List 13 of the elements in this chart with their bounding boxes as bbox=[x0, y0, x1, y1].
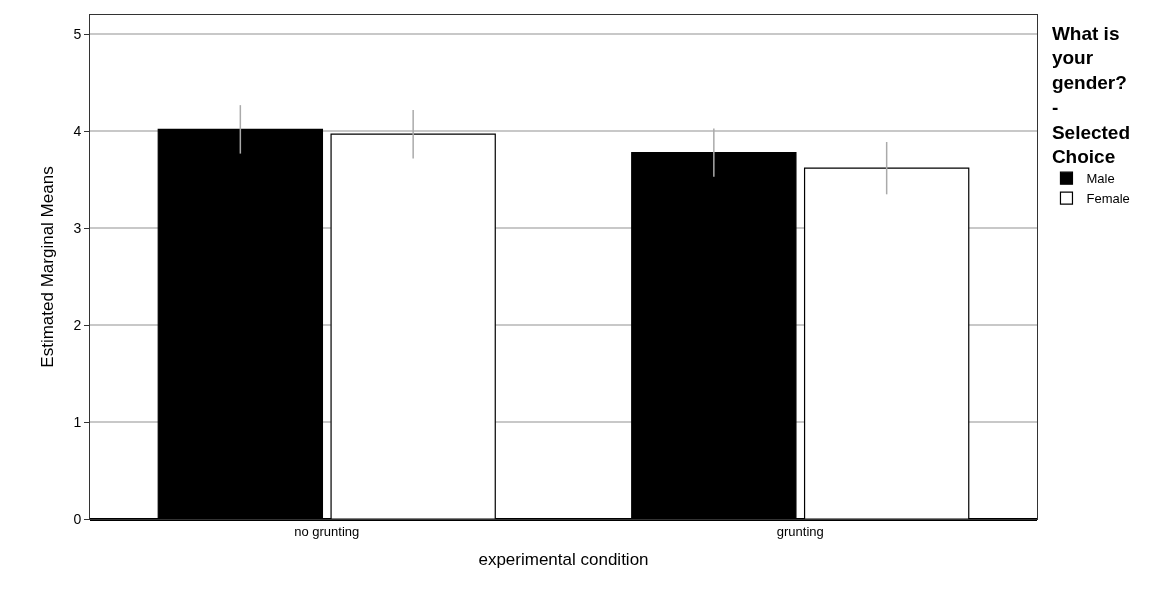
x-tick-label: no grunting bbox=[294, 523, 360, 539]
y-tick-label: 1 bbox=[73, 413, 82, 430]
legend-label: Male bbox=[1086, 171, 1115, 187]
y-axis-title: Estimated Marginal Means bbox=[37, 166, 57, 368]
y-tick-label: 2 bbox=[73, 317, 82, 334]
legend-label: Female bbox=[1086, 191, 1130, 207]
x-tick-label: grunting bbox=[776, 523, 824, 539]
y-tick-label: 5 bbox=[73, 26, 82, 43]
y-tick-label: 3 bbox=[73, 220, 82, 237]
x-axis-title: experimental condition bbox=[478, 550, 649, 569]
y-tick-label: 0 bbox=[73, 510, 82, 527]
y-tick-label: 4 bbox=[73, 123, 82, 140]
legend-title: What is your gender? - Selected Choice bbox=[1051, 22, 1131, 168]
